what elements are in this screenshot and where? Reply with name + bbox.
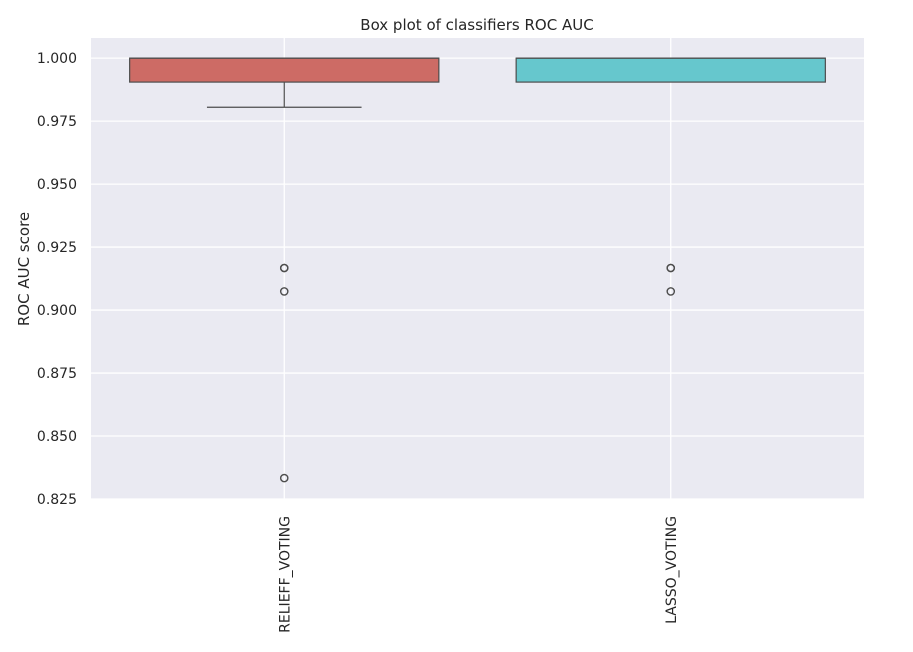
y-tick-label: 0.925 [37,240,77,256]
x-tick-label: LASSO_VOTING [664,516,680,624]
plot-background [91,38,864,499]
y-axis-label: ROC AUC score [15,212,33,326]
y-tick-label: 0.875 [37,366,77,382]
box-lasso-voting [515,57,826,83]
boxes-layer [129,57,826,483]
outlier-point [666,287,676,296]
y-tick-label: 0.850 [37,429,77,445]
x-tick-label: RELIEFF_VOTING [277,516,293,633]
y-tick-label: 0.950 [37,177,77,193]
y-tick-label: 1.000 [37,51,77,67]
y-tick-label: 0.900 [37,303,77,319]
outlier-point [279,287,289,296]
outlier-point [279,473,289,483]
y-tick-label: 0.975 [37,114,77,130]
chart-title: Box plot of classifiers ROC AUC [360,16,593,34]
x-tick-labels: RELIEFF_VOTING LASSO_VOTING [277,516,680,633]
y-tick-labels: 0.825 0.850 0.875 0.900 0.925 0.950 0.975 1.000 [37,51,77,508]
box-relieff-voting [129,57,440,83]
y-tick-label: 0.825 [37,492,77,508]
outlier-point [666,263,676,273]
outlier-point [279,263,289,273]
